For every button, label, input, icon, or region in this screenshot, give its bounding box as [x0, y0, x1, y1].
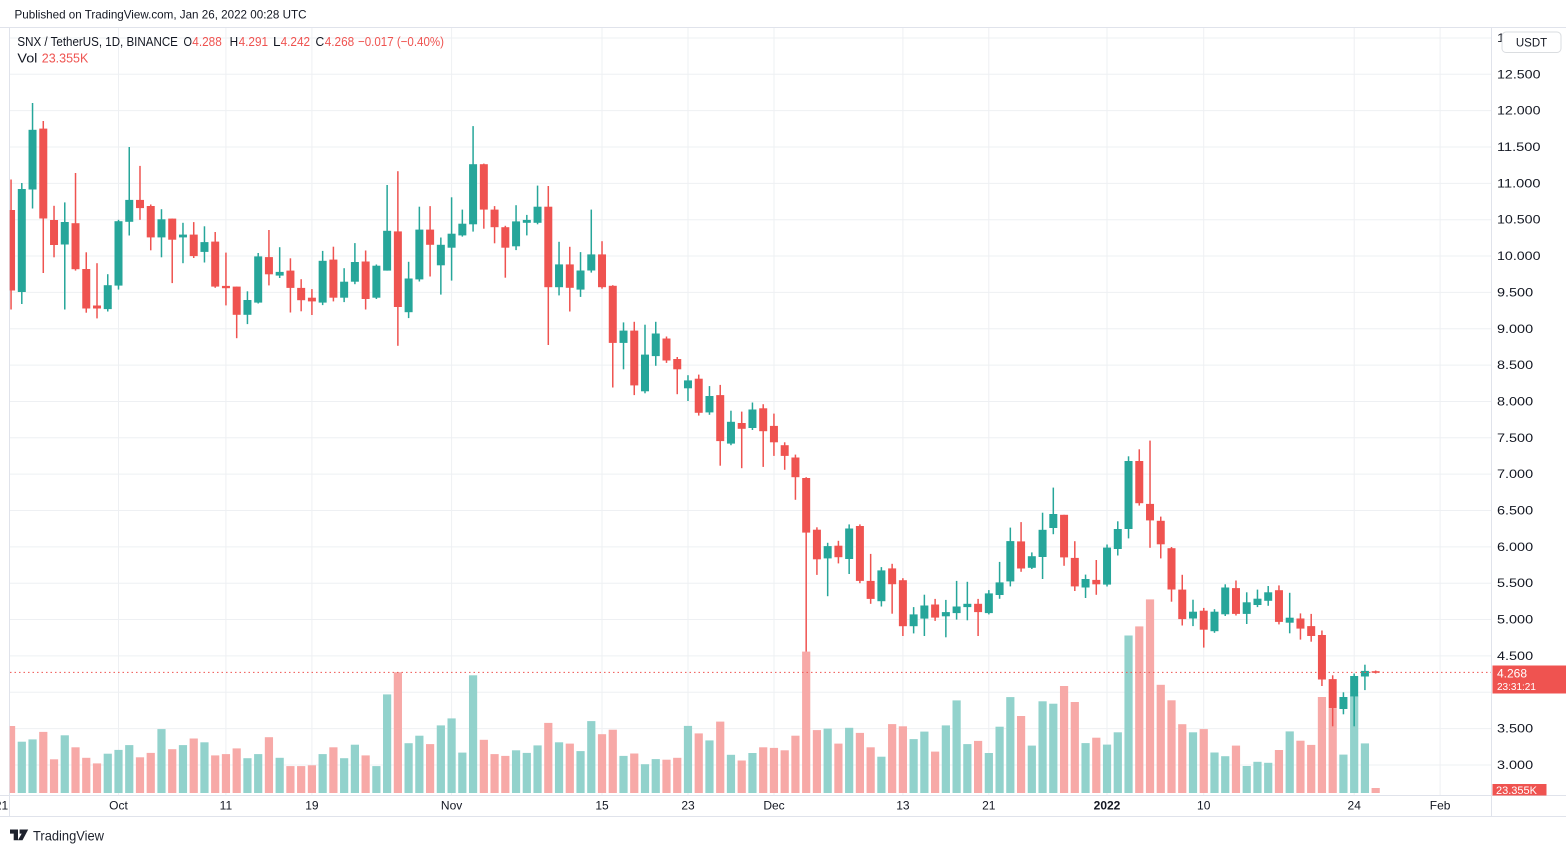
svg-text:7.500: 7.500 — [1497, 431, 1533, 445]
svg-text:3.500: 3.500 — [1497, 722, 1533, 736]
svg-text:11.500: 11.500 — [1497, 140, 1541, 154]
svg-text:L: L — [273, 34, 281, 49]
svg-text:4.268: 4.268 — [1497, 667, 1527, 681]
svg-text:23.355K: 23.355K — [42, 51, 89, 66]
svg-text:O: O — [184, 34, 193, 49]
svg-text:12.500: 12.500 — [1497, 67, 1541, 81]
svg-text:11.000: 11.000 — [1497, 176, 1541, 190]
svg-text:10: 10 — [1197, 799, 1211, 813]
svg-text:19: 19 — [305, 799, 319, 813]
svg-text:21: 21 — [0, 799, 8, 813]
svg-text:9.500: 9.500 — [1497, 285, 1533, 299]
svg-text:10.000: 10.000 — [1497, 249, 1541, 263]
svg-text:9.000: 9.000 — [1497, 322, 1533, 336]
svg-text:Dec: Dec — [763, 799, 784, 813]
svg-text:11: 11 — [220, 799, 233, 813]
svg-text:6.000: 6.000 — [1497, 540, 1533, 554]
svg-text:13: 13 — [896, 799, 910, 813]
svg-text:Vol: Vol — [17, 51, 37, 66]
svg-text:TradingView: TradingView — [33, 828, 105, 844]
svg-text:Oct: Oct — [109, 799, 128, 813]
svg-text:15: 15 — [595, 799, 609, 813]
svg-text:8.000: 8.000 — [1497, 394, 1533, 408]
svg-text:4.291: 4.291 — [239, 34, 269, 49]
svg-text:4.242: 4.242 — [281, 34, 311, 49]
svg-text:23: 23 — [681, 799, 695, 813]
svg-text:21: 21 — [982, 799, 996, 813]
svg-text:C: C — [316, 34, 325, 49]
svg-text:7.000: 7.000 — [1497, 467, 1533, 481]
svg-text:24: 24 — [1348, 799, 1362, 813]
svg-text:8.500: 8.500 — [1497, 358, 1533, 372]
svg-text:Nov: Nov — [441, 799, 462, 813]
svg-text:SNX / TetherUS, 1D, BINANCE: SNX / TetherUS, 1D, BINANCE — [17, 34, 178, 49]
svg-text:USDT: USDT — [1516, 38, 1547, 50]
svg-text:6.500: 6.500 — [1497, 504, 1533, 518]
svg-text:4.268: 4.268 — [325, 34, 355, 49]
svg-text:23.355K: 23.355K — [1496, 785, 1538, 797]
svg-text:2022: 2022 — [1094, 799, 1121, 813]
svg-text:23:31:21: 23:31:21 — [1497, 682, 1536, 693]
svg-text:−0.017 (−0.40%): −0.017 (−0.40%) — [358, 34, 444, 49]
svg-text:Feb: Feb — [1430, 799, 1451, 813]
svg-text:4.288: 4.288 — [192, 34, 222, 49]
svg-text:10.500: 10.500 — [1497, 213, 1541, 227]
svg-text:4.500: 4.500 — [1497, 649, 1533, 663]
svg-text:5.000: 5.000 — [1497, 613, 1533, 627]
svg-text:3.000: 3.000 — [1497, 758, 1533, 772]
svg-text:H: H — [230, 34, 239, 49]
svg-text:12.000: 12.000 — [1497, 104, 1541, 118]
svg-text:5.500: 5.500 — [1497, 576, 1533, 590]
svg-text:Published on TradingView.com,: Published on TradingView.com, Jan 26, 20… — [15, 8, 307, 22]
